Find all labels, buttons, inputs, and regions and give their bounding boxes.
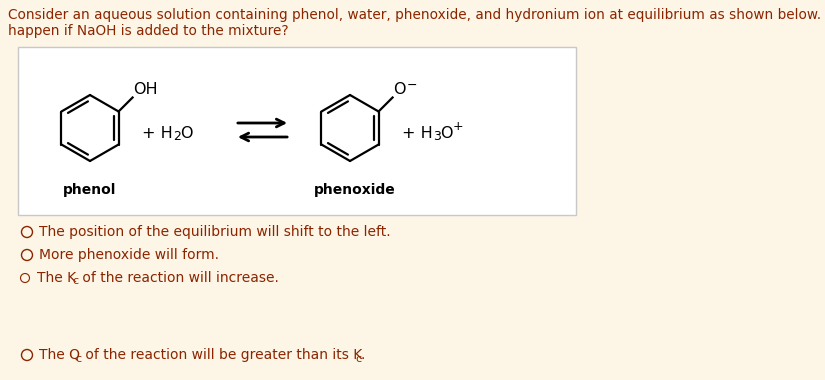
Text: + H: + H bbox=[402, 125, 433, 141]
Text: Consider an aqueous solution containing phenol, water, phenoxide, and hydronium : Consider an aqueous solution containing … bbox=[8, 8, 825, 22]
Text: phenol: phenol bbox=[64, 183, 116, 197]
Text: 2: 2 bbox=[173, 130, 181, 144]
Text: c: c bbox=[355, 353, 361, 364]
Text: 3: 3 bbox=[433, 130, 441, 144]
Text: The Q: The Q bbox=[39, 348, 80, 362]
Text: −: − bbox=[407, 79, 417, 92]
Text: O: O bbox=[440, 125, 452, 141]
Text: The K: The K bbox=[37, 271, 76, 285]
Text: More phenoxide will form.: More phenoxide will form. bbox=[39, 248, 219, 262]
Text: of the reaction will be greater than its K: of the reaction will be greater than its… bbox=[81, 348, 362, 362]
Text: + H: + H bbox=[142, 125, 172, 141]
Text: OH: OH bbox=[134, 81, 158, 97]
Text: happen if NaOH is added to the mixture?: happen if NaOH is added to the mixture? bbox=[8, 24, 289, 38]
FancyBboxPatch shape bbox=[18, 47, 576, 215]
Text: The position of the equilibrium will shift to the left.: The position of the equilibrium will shi… bbox=[39, 225, 390, 239]
Text: phenoxide: phenoxide bbox=[314, 183, 396, 197]
Text: O: O bbox=[180, 125, 192, 141]
Text: +: + bbox=[453, 119, 464, 133]
Text: O: O bbox=[394, 81, 406, 97]
Text: .: . bbox=[361, 348, 365, 362]
Text: c: c bbox=[75, 353, 81, 364]
Text: of the reaction will increase.: of the reaction will increase. bbox=[78, 271, 279, 285]
Text: c: c bbox=[72, 277, 78, 287]
